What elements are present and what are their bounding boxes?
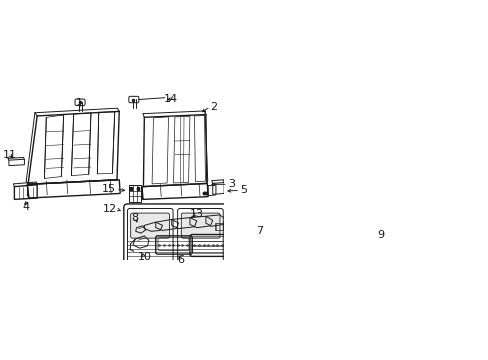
Text: 3: 3 [227,179,234,189]
Bar [129,185,141,202]
Text: 1: 1 [76,98,82,108]
Text: 9: 9 [376,230,383,239]
Text: 12: 12 [102,204,117,215]
Bar [215,223,223,230]
Text: 2: 2 [210,102,217,112]
Text: 15: 15 [102,184,116,194]
Text: 8: 8 [131,213,139,222]
Text: 10: 10 [137,252,151,262]
Text: 13: 13 [189,209,203,219]
Text: 6: 6 [177,255,184,265]
Text: 5: 5 [240,185,246,195]
Text: 14: 14 [163,94,177,104]
Text: 11: 11 [3,150,17,160]
Text: 7: 7 [256,226,263,236]
FancyBboxPatch shape [181,213,220,238]
FancyBboxPatch shape [130,213,169,238]
Text: 4: 4 [22,202,29,212]
